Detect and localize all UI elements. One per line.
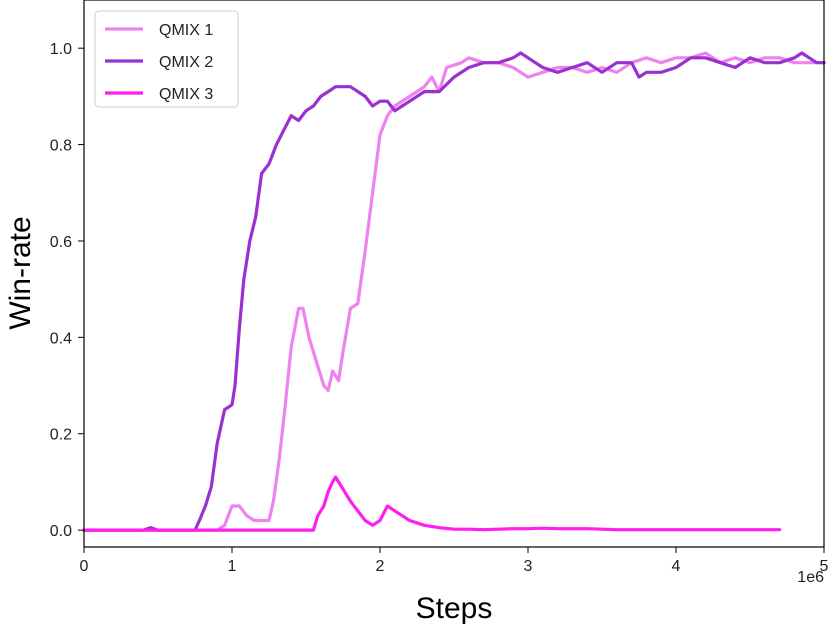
x-tick-label: 0 (80, 558, 89, 575)
ticks-layer: 0 1 2 3 4 5 0.0 0.2 0.4 0.6 0.8 1.0 (50, 41, 829, 575)
y-tick-label: 0.2 (50, 427, 72, 444)
series-layer (82, 51, 826, 532)
legend-box (94, 10, 239, 108)
legend-label-1: QMIX 1 (159, 22, 213, 39)
series-line-1 (82, 51, 826, 532)
x-tick-label: 4 (672, 558, 681, 575)
x-tick-label: 5 (820, 558, 829, 575)
y-tick-label: 0.8 (50, 138, 72, 155)
x-tick-label: 2 (376, 558, 385, 575)
y-tick-label: 0.6 (50, 234, 72, 251)
legend: QMIX 1 QMIX 2 QMIX 3 (94, 10, 239, 108)
x-axis-title: Steps (416, 592, 493, 625)
x-tick-label: 3 (524, 558, 533, 575)
series-line-3 (82, 475, 782, 532)
x-offset-label: 1e6 (797, 569, 824, 586)
y-tick-label: 0.0 (50, 523, 72, 540)
series-line-2 (82, 51, 826, 532)
y-tick-label: 1.0 (50, 41, 72, 58)
x-tick-label: 1 (228, 558, 237, 575)
y-tick-label: 0.4 (50, 330, 72, 347)
legend-label-2: QMIX 2 (159, 54, 213, 71)
y-axis-title: Win-rate (4, 216, 37, 329)
plot-frame (83, 0, 825, 548)
legend-label-3: QMIX 3 (159, 86, 213, 103)
